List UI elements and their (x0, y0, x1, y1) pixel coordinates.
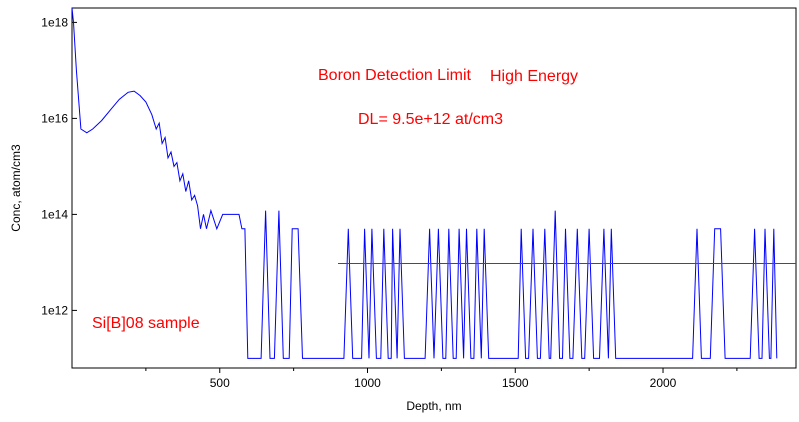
x-axis-title: Depth, nm (406, 399, 461, 413)
y-tick-label-1: 1e14 (41, 207, 68, 221)
annotation-high-energy: High Energy (490, 68, 578, 85)
x-tick-label-1: 1000 (354, 376, 381, 390)
annotation-dl-value: DL= 9.5e+12 at/cm3 (358, 111, 503, 128)
y-tick-label-3: 1e18 (41, 15, 68, 29)
y-axis-ticks: 1e12 1e14 1e16 1e18 (41, 15, 77, 317)
x-tick-label-3: 2000 (650, 376, 677, 390)
annotation-boron-detection-limit: Boron Detection Limit (318, 67, 472, 84)
x-tick-label-0: 500 (210, 376, 230, 390)
x-tick-label-2: 1500 (502, 376, 529, 390)
annotation-sample-name: Si[B]08 sample (92, 315, 200, 332)
series-layer (71, 7, 796, 359)
boron-concentration-line (71, 7, 778, 359)
x-axis-ticks: 500 1000 1500 2000 (145, 368, 738, 390)
plot-area (71, 7, 797, 369)
y-tick-label-2: 1e16 (41, 111, 68, 125)
y-axis-title: Conc, atom/cm3 (9, 144, 23, 232)
y-tick-label-0: 1e12 (41, 303, 68, 317)
